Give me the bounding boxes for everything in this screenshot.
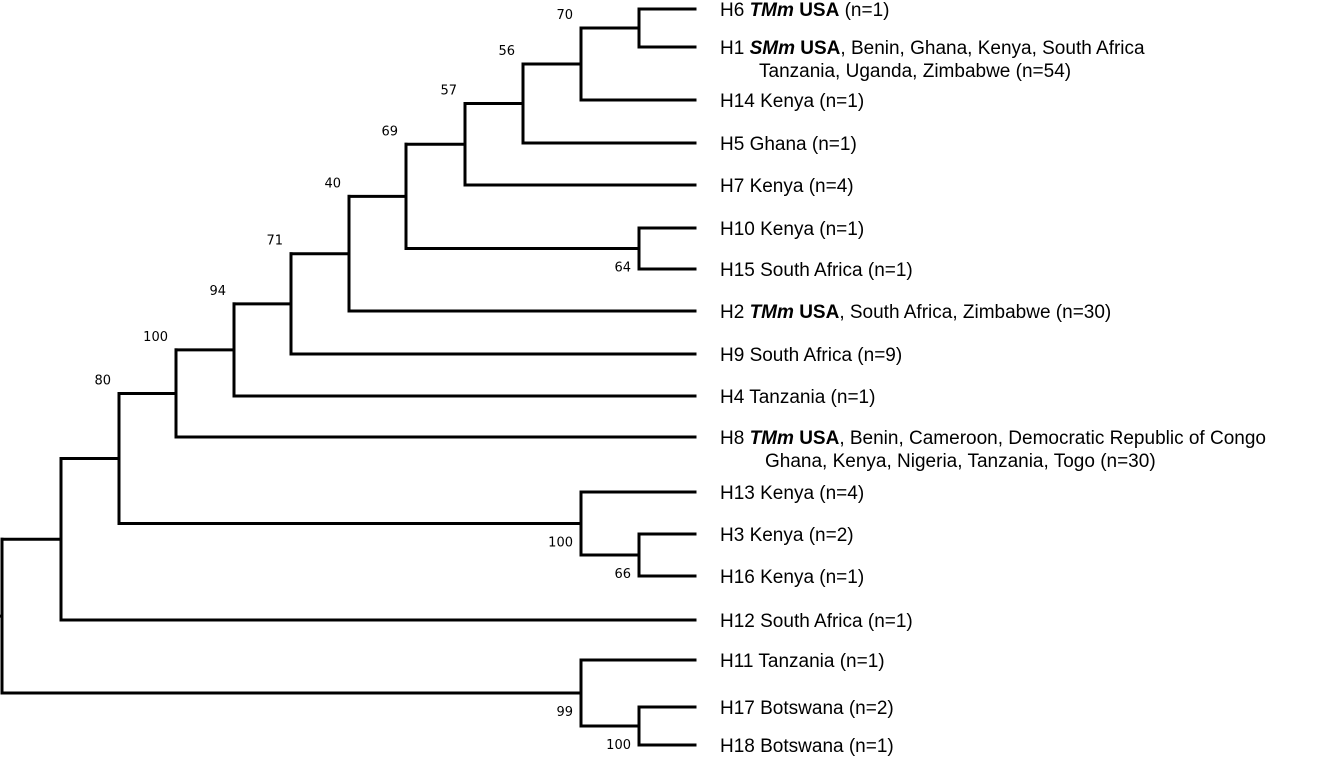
support-value: 57 <box>440 84 457 99</box>
haplotype-label-h4: H4 Tanzania (n=1) <box>720 387 875 408</box>
support-value: 94 <box>209 284 226 299</box>
support-value: 100 <box>143 330 168 345</box>
haplotype-label-h15: H15 South Africa (n=1) <box>720 260 913 281</box>
haplotype-label-h18: H18 Botswana (n=1) <box>720 736 894 757</box>
support-value: 100 <box>606 738 631 753</box>
haplotype-labels: H6 TMm USA (n=1) H1 SMm USA, Benin, Ghana… <box>720 0 1266 757</box>
support-value: 80 <box>94 373 111 388</box>
haplotype-label-h7: H7 Kenya (n=4) <box>720 176 854 197</box>
haplotype-label-h1: Tanzania, Uganda, Zimbabwe (n=54) <box>759 61 1071 82</box>
haplotype-label-h16: H16 Kenya (n=1) <box>720 567 864 588</box>
support-value: 70 <box>614 0 631 4</box>
haplotype-label-h3: H3 Kenya (n=2) <box>720 525 854 546</box>
support-values: 70 70 56 57 64 69 40 71 94 100 66 100 80 100 99 <box>94 0 631 753</box>
haplotype-label-h2: H2 TMm USA, South Africa, Zimbabwe (n=30… <box>720 302 1111 323</box>
haplotype-label-h14: H14 Kenya (n=1) <box>720 91 864 112</box>
haplotype-label-h9: H9 South Africa (n=9) <box>720 345 902 366</box>
support-value: 40 <box>324 176 341 191</box>
support-value: 70 <box>556 8 573 23</box>
haplotype-label-h8: H8 TMm USA, Benin, Cameroon, Democratic … <box>720 428 1266 449</box>
haplotype-label-h10: H10 Kenya (n=1) <box>720 219 864 240</box>
support-value: 64 <box>614 261 631 276</box>
haplotype-label-h13: H13 Kenya (n=4) <box>720 483 864 504</box>
support-value: 66 <box>614 567 631 582</box>
support-value: 99 <box>556 705 573 720</box>
haplotype-label-h6: H6 TMm USA (n=1) <box>720 0 889 21</box>
support-value: 100 <box>548 536 573 551</box>
haplotype-label-h11: H11 Tanzania (n=1) <box>720 651 885 672</box>
support-value: 69 <box>381 124 398 139</box>
haplotype-label-h8: Ghana, Kenya, Nigeria, Tanzania, Togo (n… <box>765 451 1156 472</box>
support-value: 56 <box>498 44 515 59</box>
tree-branches <box>0 7 697 747</box>
haplotype-label-h17: H17 Botswana (n=2) <box>720 698 894 719</box>
support-value: 71 <box>266 234 283 249</box>
haplotype-label-h12: H12 South Africa (n=1) <box>720 611 913 632</box>
haplotype-label-h1: H1 SMm USA, Benin, Ghana, Kenya, South A… <box>720 38 1145 59</box>
haplotype-label-h5: H5 Ghana (n=1) <box>720 134 857 155</box>
